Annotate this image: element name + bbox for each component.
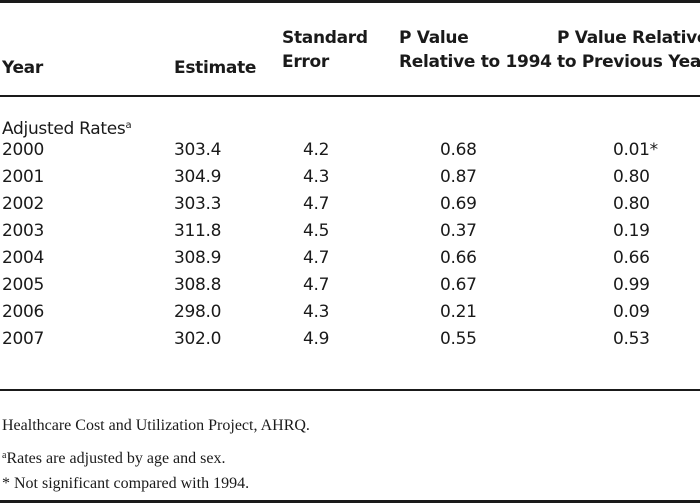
- section-label-footnote-marker: a: [125, 120, 132, 131]
- header-p-value-previous-line2: to Previous Year: [557, 52, 700, 72]
- section-label-text: Adjusted Rates: [2, 119, 126, 139]
- header-year-line1: Year: [2, 58, 43, 78]
- cell-p-value-1994: 0.87: [440, 167, 477, 187]
- cell-standard-error: 4.3: [303, 302, 330, 322]
- footnote-a: aRates are adjusted by age and sex.: [2, 446, 225, 469]
- header-p-value-1994-line1: P Value: [399, 28, 469, 48]
- cell-p-value-previous: 0.01*: [613, 140, 658, 160]
- cell-p-value-previous: 0.19: [613, 221, 650, 241]
- header-p-value-previous-line1: P Value Relative: [557, 28, 700, 48]
- cell-p-value-1994: 0.67: [440, 275, 477, 295]
- cell-estimate: 303.4: [174, 140, 222, 160]
- header-year: Year: [2, 56, 43, 80]
- cell-estimate: 304.9: [174, 167, 222, 187]
- header-p-value-1994-line2: Relative to 1994: [399, 52, 552, 72]
- source-note: Healthcare Cost and Utilization Project,…: [2, 417, 310, 434]
- cell-p-value-previous: 0.09: [613, 302, 650, 322]
- cell-p-value-previous: 0.80: [613, 194, 650, 214]
- cell-estimate: 308.8: [174, 275, 222, 295]
- header-standard-error: Standard Error: [282, 26, 368, 74]
- cell-standard-error: 4.9: [303, 329, 330, 349]
- header-estimate: Estimate: [174, 56, 256, 80]
- cell-year: 2004: [2, 248, 45, 268]
- cell-year: 2005: [2, 275, 45, 295]
- footnote-star: * Not significant compared with 1994.: [2, 475, 250, 492]
- cell-estimate: 311.8: [174, 221, 222, 241]
- cell-p-value-1994: 0.66: [440, 248, 477, 268]
- cell-estimate: 302.0: [174, 329, 222, 349]
- cell-estimate: 308.9: [174, 248, 222, 268]
- cell-year: 2000: [2, 140, 45, 160]
- cell-standard-error: 4.2: [303, 140, 330, 160]
- cell-year: 2003: [2, 221, 45, 241]
- cell-standard-error: 4.7: [303, 275, 330, 295]
- cell-p-value-previous: 0.66: [613, 248, 650, 268]
- cell-p-value-previous: 0.99: [613, 275, 650, 295]
- header-estimate-line1: Estimate: [174, 58, 257, 78]
- cell-p-value-1994: 0.69: [440, 194, 477, 214]
- header-standard-error-line1: Standard: [282, 28, 368, 48]
- cell-p-value-1994: 0.21: [440, 302, 477, 322]
- cell-year: 2001: [2, 167, 45, 187]
- header-rule: [0, 95, 700, 97]
- header-p-value-1994: P Value Relative to 1994: [399, 26, 552, 74]
- header-p-value-previous: P Value Relative to Previous Year: [557, 26, 700, 74]
- cell-year: 2006: [2, 302, 45, 322]
- top-rule: [0, 0, 700, 3]
- header-standard-error-line2: Error: [282, 52, 329, 72]
- cell-estimate: 303.3: [174, 194, 222, 214]
- footnote-a-marker: a: [2, 450, 7, 461]
- cell-year: 2007: [2, 329, 45, 349]
- cell-standard-error: 4.3: [303, 167, 330, 187]
- cell-estimate: 298.0: [174, 302, 222, 322]
- cell-p-value-previous: 0.53: [613, 329, 650, 349]
- cell-p-value-1994: 0.68: [440, 140, 477, 160]
- cell-p-value-1994: 0.55: [440, 329, 477, 349]
- cell-p-value-1994: 0.37: [440, 221, 477, 241]
- section-label: Adjusted Ratesa: [2, 114, 132, 141]
- footnote-a-text: Rates are adjusted by age and sex.: [6, 450, 226, 467]
- cell-standard-error: 4.7: [303, 194, 330, 214]
- bottom-rule: [0, 500, 700, 503]
- cell-standard-error: 4.7: [303, 248, 330, 268]
- cell-year: 2002: [2, 194, 45, 214]
- table-bottom-rule: [0, 389, 700, 391]
- cell-standard-error: 4.5: [303, 221, 330, 241]
- cell-p-value-previous: 0.80: [613, 167, 650, 187]
